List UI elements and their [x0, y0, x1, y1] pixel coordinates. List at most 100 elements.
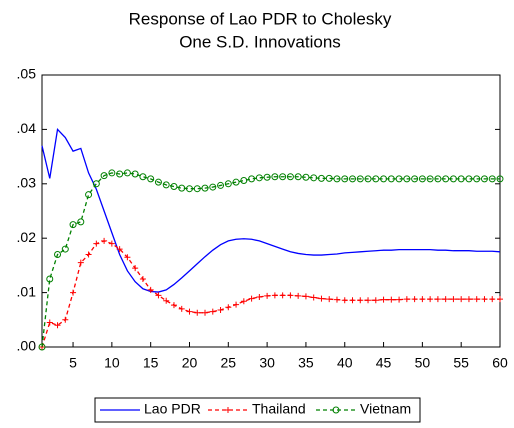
marker — [178, 305, 185, 312]
marker — [341, 297, 348, 304]
marker — [193, 185, 201, 193]
marker — [465, 175, 473, 183]
marker — [333, 175, 341, 183]
marker — [46, 275, 54, 283]
chart-title: One S.D. Innovations — [179, 32, 341, 51]
marker — [380, 175, 388, 183]
marker — [403, 296, 410, 303]
marker — [132, 265, 139, 272]
marker — [357, 297, 364, 304]
marker — [411, 296, 418, 303]
x-tick-label: 35 — [298, 355, 314, 371]
marker — [70, 289, 77, 296]
marker — [202, 309, 209, 316]
marker — [364, 175, 372, 183]
marker — [465, 296, 472, 303]
marker — [225, 407, 231, 413]
marker — [310, 174, 318, 182]
chart-title: Response of Lao PDR to Cholesky — [129, 9, 392, 28]
x-tick-label: 5 — [69, 355, 77, 371]
x-tick-label: 60 — [492, 355, 508, 371]
marker — [224, 180, 232, 188]
marker — [178, 184, 186, 192]
marker — [442, 296, 449, 303]
marker — [139, 173, 147, 181]
y-tick-label: .02 — [17, 229, 37, 245]
marker — [185, 185, 193, 193]
marker — [255, 174, 263, 182]
marker — [116, 170, 124, 178]
marker — [450, 296, 457, 303]
marker — [256, 293, 263, 300]
marker — [77, 259, 84, 266]
marker — [116, 246, 123, 253]
marker — [279, 292, 286, 299]
marker — [318, 295, 325, 302]
marker — [131, 170, 139, 178]
marker — [93, 240, 100, 247]
marker — [62, 316, 69, 323]
marker — [61, 245, 69, 253]
marker — [147, 286, 154, 293]
marker — [496, 175, 504, 183]
marker — [365, 297, 372, 304]
legend-label: Vietnam — [360, 401, 411, 417]
x-tick-label: 45 — [376, 355, 392, 371]
marker — [287, 292, 294, 299]
marker — [101, 237, 108, 244]
marker — [419, 296, 426, 303]
marker — [279, 173, 287, 181]
marker — [317, 174, 325, 182]
y-tick-label: .05 — [17, 66, 37, 82]
marker — [349, 175, 357, 183]
marker — [217, 307, 224, 314]
marker — [108, 169, 116, 177]
marker — [248, 295, 255, 302]
marker — [395, 175, 403, 183]
x-tick-label: 55 — [453, 355, 469, 371]
marker — [233, 301, 240, 308]
marker — [302, 293, 309, 300]
marker — [194, 309, 201, 316]
series-line — [41, 172, 500, 348]
marker — [154, 178, 162, 186]
marker — [458, 296, 465, 303]
marker — [396, 296, 403, 303]
marker — [163, 297, 170, 304]
y-tick-label: .04 — [17, 120, 37, 136]
marker — [481, 296, 488, 303]
marker — [349, 297, 356, 304]
marker — [147, 175, 155, 183]
marker — [457, 175, 465, 183]
marker — [209, 183, 217, 191]
marker — [271, 173, 279, 181]
marker — [418, 175, 426, 183]
marker — [497, 296, 503, 303]
marker — [85, 191, 93, 199]
marker — [372, 297, 379, 304]
marker — [170, 302, 177, 309]
marker — [217, 181, 225, 189]
y-tick-label: .01 — [17, 283, 37, 299]
marker — [488, 175, 496, 183]
series-line — [41, 127, 501, 293]
marker — [209, 308, 216, 315]
marker — [434, 296, 441, 303]
marker — [201, 184, 209, 192]
marker — [356, 175, 364, 183]
marker — [155, 292, 162, 299]
marker — [310, 294, 317, 301]
marker — [225, 304, 232, 311]
marker — [46, 319, 53, 326]
marker — [77, 218, 85, 226]
marker — [411, 175, 419, 183]
marker — [295, 292, 302, 299]
marker — [263, 173, 271, 181]
marker — [108, 240, 115, 247]
x-tick-label: 20 — [182, 355, 198, 371]
marker — [38, 343, 46, 351]
marker — [489, 296, 496, 303]
marker — [372, 175, 380, 183]
marker — [426, 175, 434, 183]
